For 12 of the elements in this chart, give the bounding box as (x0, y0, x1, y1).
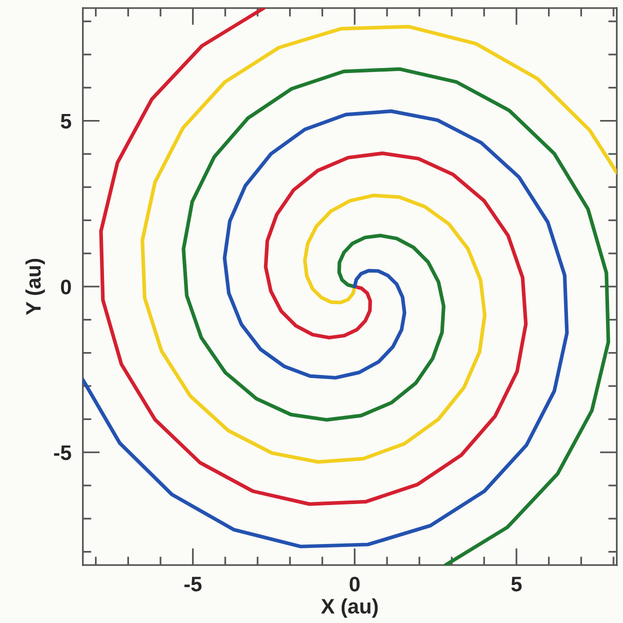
y-tick-label: -5 (54, 446, 72, 460)
line-series (182, 67, 610, 566)
x-tick-label: 5 (511, 576, 522, 592)
y-tick-label: 0 (60, 280, 71, 294)
line-series (99, 8, 528, 506)
x-tick-label: -5 (184, 576, 202, 592)
x-axis-title: X (au) (321, 598, 378, 618)
x-tick-label: 0 (350, 576, 360, 592)
line-series (140, 24, 617, 464)
line-series (82, 109, 569, 548)
y-axis-title: Y (au) (25, 258, 45, 315)
y-tick-label: 5 (60, 114, 72, 129)
